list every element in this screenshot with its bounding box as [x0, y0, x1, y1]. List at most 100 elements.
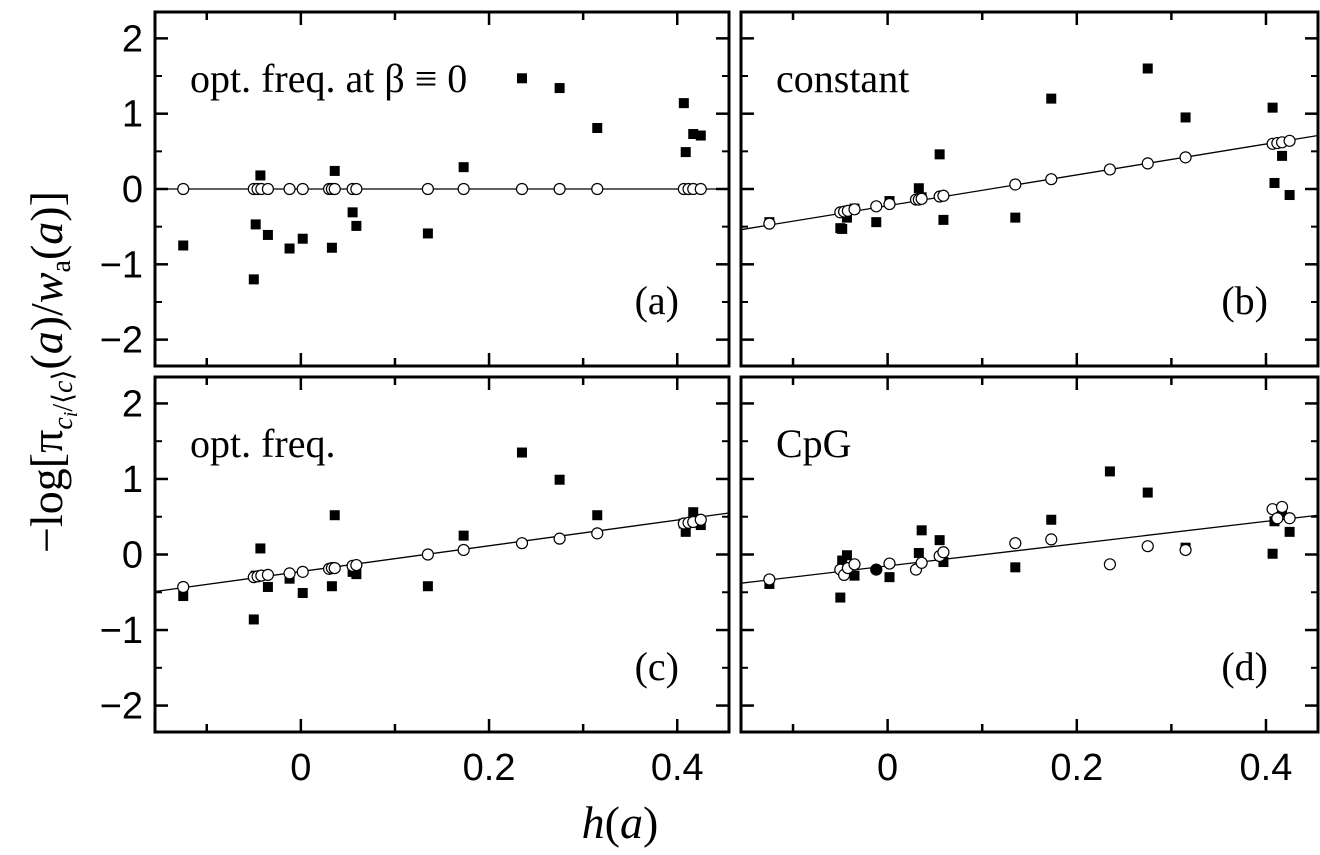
data-point-circle [848, 558, 861, 571]
y-tick-label: 2 [122, 18, 143, 60]
data-point-square [458, 530, 469, 541]
data-point-square [841, 550, 852, 561]
data-point-square [934, 535, 945, 546]
data-point-circle [883, 557, 896, 570]
data-point-square [178, 591, 189, 602]
data-point-square [516, 447, 527, 458]
data-point-circle [1283, 134, 1296, 147]
data-point-square [934, 149, 945, 160]
data-point-square [284, 243, 295, 254]
panel-title: opt. freq. [190, 421, 336, 466]
data-point-square [1267, 102, 1278, 113]
data-point-circle [328, 561, 341, 575]
data-point-circle [515, 537, 529, 550]
panel-title: constant [776, 56, 909, 101]
panel-a: −2 −1 0 1 2 opt. freq. at β ≡ 0 (a) [100, 10, 731, 368]
y-tick-label: 0 [122, 169, 143, 211]
data-point-circle [1141, 540, 1154, 553]
data-point-square [248, 614, 259, 625]
panel-tag: (d) [1221, 644, 1268, 689]
y-tick-label: −1 [100, 244, 143, 286]
data-point-square [1046, 93, 1057, 104]
data-point-square [1284, 526, 1295, 537]
data-point-square [916, 525, 927, 536]
panel-frame [153, 375, 731, 734]
x-tick-label: 0.4 [1240, 747, 1293, 789]
data-point-square [1142, 487, 1153, 498]
data-point-square [938, 214, 949, 225]
data-point-circle [177, 580, 190, 594]
data-point-square [248, 274, 259, 285]
fit-line [741, 514, 1318, 584]
data-point-square [871, 217, 882, 228]
data-point-square [422, 581, 433, 592]
data-point-square [913, 547, 924, 558]
data-point-circle [553, 532, 566, 545]
data-point-square [680, 526, 691, 537]
data-point-square [255, 543, 266, 554]
data-point-square [1010, 562, 1021, 573]
data-point-circle [763, 573, 776, 586]
data-point-circle [1103, 558, 1117, 571]
y-tick-label: 1 [122, 459, 143, 501]
data-point-circle [283, 182, 296, 196]
data-point-circle [937, 546, 950, 559]
data-point-square [678, 98, 689, 109]
data-point-square [1142, 63, 1153, 74]
data-point-circle [1275, 500, 1289, 514]
panel-d: 0 0.2 0.4 CpG (d) [739, 375, 1320, 789]
data-point-circle [421, 548, 434, 561]
data-point-circle [591, 182, 604, 196]
data-point-filled-circle [870, 563, 883, 576]
data-point-square [1284, 190, 1295, 201]
data-point-square [329, 510, 340, 521]
data-point-square [351, 220, 362, 231]
data-point-square [837, 555, 848, 566]
data-point-square [458, 162, 469, 173]
panel-title: opt. freq. at β ≡ 0 [190, 56, 467, 101]
y-tick-label: −2 [100, 686, 143, 728]
data-point-square [837, 223, 848, 234]
panel-frame [739, 375, 1320, 734]
data-point-circle [1179, 151, 1192, 164]
data-point-square [1269, 177, 1280, 188]
data-point-square [255, 170, 266, 181]
data-point-square [297, 233, 308, 244]
panel-tag: (b) [1221, 278, 1268, 323]
data-point-square [688, 507, 699, 518]
panels-group: −2 −1 0 1 2 opt. freq. at β ≡ 0 (a) constant (b)… [100, 10, 1320, 789]
data-point-circle [457, 182, 470, 196]
axis-titles: h(a) −log[πci/⟨c⟩(a)/wa(a)] [21, 191, 658, 848]
panel-tag: (c) [635, 644, 679, 689]
data-point-circle [350, 182, 363, 196]
data-point-square [554, 474, 565, 485]
data-point-square [1180, 112, 1191, 123]
data-point-square [178, 240, 189, 251]
panel-frame [739, 10, 1320, 368]
data-point-square [351, 569, 362, 580]
data-point-circle [1009, 537, 1022, 550]
data-point-circle [350, 558, 363, 572]
data-point-square [1046, 514, 1057, 525]
data-point-square [262, 581, 273, 592]
panel-tag: (a) [635, 278, 679, 323]
panel-title: CpG [776, 421, 852, 466]
y-tick-label: 2 [122, 383, 143, 425]
data-point-circle [694, 513, 707, 526]
data-point-square [592, 510, 603, 521]
data-point-square [1010, 212, 1021, 223]
fit-line [155, 512, 729, 593]
data-point-circle [763, 217, 776, 230]
data-point-circle [328, 182, 341, 196]
data-point-circle [591, 527, 604, 540]
data-point-circle [1103, 163, 1117, 176]
data-point-square [1277, 150, 1288, 161]
panel-b: constant (b) [739, 10, 1320, 368]
data-point-square [347, 207, 358, 218]
y-tick-label: 1 [122, 94, 143, 136]
data-point-circle [296, 182, 309, 196]
data-point-square [835, 592, 846, 603]
data-point-circle [261, 182, 275, 196]
data-point-square [1104, 466, 1115, 477]
x-tick-label: 0.4 [651, 747, 704, 789]
